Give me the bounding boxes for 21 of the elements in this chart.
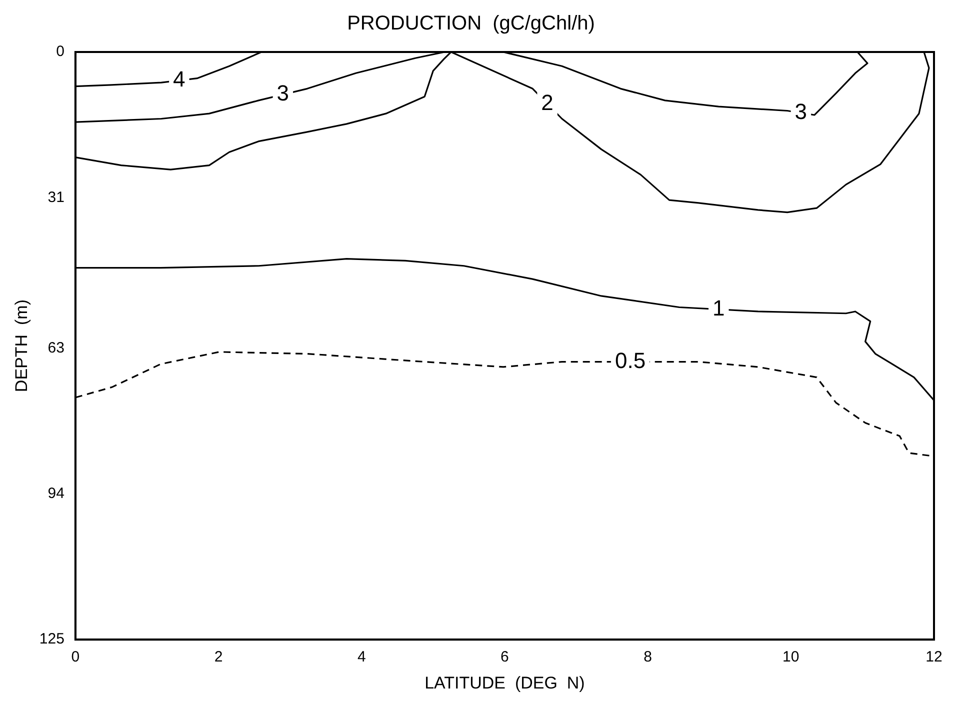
x-axis-title: LATITUDE (DEG N) <box>424 673 585 692</box>
y-tick-label: 63 <box>48 339 64 356</box>
x-tick-label: 8 <box>644 648 652 666</box>
x-tick-label: 12 <box>926 648 942 666</box>
x-tick-label: 6 <box>500 648 509 666</box>
y-axis-title: DEPTH (m) <box>12 300 31 392</box>
series-label: 3 <box>276 80 290 106</box>
y-tick-label: 94 <box>48 485 64 502</box>
series-label: 3 <box>794 98 808 124</box>
y-tick-label: 31 <box>48 188 64 206</box>
series-label: 4 <box>173 66 186 92</box>
x-tick-label: 2 <box>214 648 223 666</box>
series-label: 2 <box>541 90 554 115</box>
x-tick-label: 0 <box>71 648 80 666</box>
series-label: 0.5 <box>614 348 646 373</box>
chart-title: PRODUCTION (gC/gChl/h) <box>347 12 595 35</box>
y-tick-label: 125 <box>39 630 64 648</box>
x-tick-label: 4 <box>357 648 366 666</box>
series-label: 1 <box>712 295 725 320</box>
x-tick-label: 10 <box>782 648 800 666</box>
y-tick-label: 0 <box>56 43 64 60</box>
